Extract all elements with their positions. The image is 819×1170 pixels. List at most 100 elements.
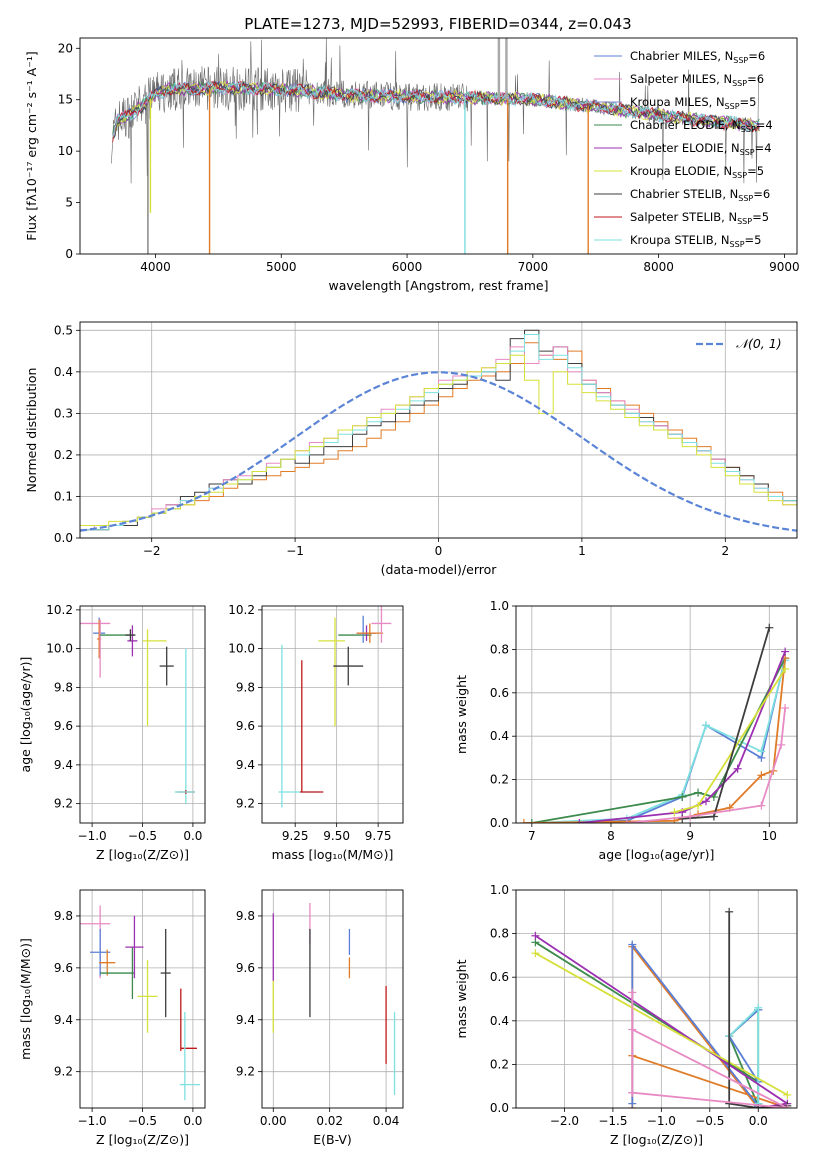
y-axis-label: mass [log₁₀(M/M⊙)] xyxy=(18,938,33,1060)
legend-label-name: Salpeter ELODIE, N xyxy=(630,141,740,155)
y-tick-label: 10.0 xyxy=(46,642,73,656)
panel-spectrum: 4000 5000 6000 7000 8000 9000 0 5 10 15 20 waveleng… xyxy=(24,37,800,293)
y-tick-label: 9.4 xyxy=(236,758,255,772)
axes-frame xyxy=(261,605,404,824)
legend-label-tail: =5 xyxy=(745,233,762,247)
y-tick-label: 1.0 xyxy=(490,883,509,897)
y-tick-label: 0.2 xyxy=(54,448,73,462)
x-tick-label: 0.02 xyxy=(316,1114,343,1128)
y-tick-label: 9.2 xyxy=(54,1065,73,1079)
legend-label-name: Salpeter STELIB, N xyxy=(630,210,737,224)
panel-age-vs-Z: −1.0 −0.5 0.0 9.2 9.4 9.6 9.8 10.0 10.2 Z [log₁₀(… xyxy=(18,603,206,862)
y-tick-label: 9.4 xyxy=(54,758,73,772)
legend-label-tail: =5 xyxy=(747,164,764,178)
panel-mass-vs-Z: −1.0 −0.5 0.0 9.2 9.4 9.6 9.8 Z [log₁₀(Z/Z⊙)] ma… xyxy=(18,889,206,1147)
axes-frame xyxy=(261,889,404,1109)
x-tick-label: 4000 xyxy=(140,260,171,274)
legend-label-sub: SSP xyxy=(740,148,755,157)
x-tick-label: 9.25 xyxy=(282,829,309,843)
axes-frame xyxy=(79,37,798,255)
y-tick-label: 0.8 xyxy=(490,642,509,656)
legend-label: Chabrier ELODIE, NSSP=4 xyxy=(630,118,773,134)
legend-label: Salpeter STELIB, NSSP=5 xyxy=(630,210,769,226)
y-tick-label: 9.8 xyxy=(54,680,73,694)
mass-weight-line xyxy=(631,992,788,1108)
errorbar-point xyxy=(125,915,144,979)
plot-area xyxy=(272,902,396,1096)
legend-label-tail: =6 xyxy=(753,187,770,201)
model-spectrum-line xyxy=(112,80,760,143)
panel-massweight-vs-age: 7 8 9 10 0.0 0.2 0.4 0.6 0.8 1.0 age [log₁₀(age/yr… xyxy=(454,599,798,862)
x-tick-label: 0 xyxy=(435,544,443,558)
errorbar-point xyxy=(127,625,138,657)
x-tick-label: 1 xyxy=(578,544,586,558)
plot-area xyxy=(278,606,392,808)
y-tick-label: 10.2 xyxy=(228,603,255,617)
y-tick-label: 5 xyxy=(65,196,73,210)
y-tick-label: 9.2 xyxy=(236,797,255,811)
x-axis-label: wavelength [Angstrom, rest frame] xyxy=(328,278,548,293)
mass-weight-line xyxy=(531,660,786,823)
legend-label: Kroupa ELODIE, NSSP=5 xyxy=(630,164,764,180)
legend-label: 𝒩(0, 1) xyxy=(736,336,782,351)
y-tick-label: 9.6 xyxy=(54,719,73,733)
x-tick-label: −1.0 xyxy=(78,1114,107,1128)
y-tick-label: 0.1 xyxy=(54,489,73,503)
legend-label-sub: SSP xyxy=(725,102,740,111)
panel-age-vs-mass: 9.25 9.50 9.75 9.2 9.4 9.6 9.8 10.0 10.2 mass [lo… xyxy=(228,603,404,862)
y-axis-label: mass weight xyxy=(454,959,469,1038)
legend-label-sub: SSP xyxy=(733,56,748,65)
y-tick-label: 0.0 xyxy=(490,1101,509,1115)
x-tick-label: −0.5 xyxy=(128,1114,157,1128)
x-axis-label: (data-model)/error xyxy=(381,562,498,577)
panel-massweight-vs-Z: −2.0 −1.5 −1.0 −0.5 0.0 0.0 0.2 0.4 0.6 0.8 1.0 Z [… xyxy=(454,883,798,1147)
legend-label: Salpeter MILES, NSSP=6 xyxy=(630,72,764,88)
y-tick-label: 0.6 xyxy=(490,686,509,700)
x-tick-label: 0.0 xyxy=(749,1114,768,1128)
x-tick-label: 8 xyxy=(607,829,615,843)
y-axis-label: age [log₁₀(age/yr)] xyxy=(18,657,33,773)
x-tick-label: −1.0 xyxy=(647,1114,676,1128)
y-tick-label: 10.2 xyxy=(46,603,73,617)
y-tick-label: 15 xyxy=(58,93,73,107)
errorbar-point xyxy=(137,960,158,1033)
errorbar-point xyxy=(160,928,171,1018)
x-tick-label: −1.0 xyxy=(78,829,107,843)
y-tick-label: 9.4 xyxy=(54,1013,73,1027)
axes-frame xyxy=(515,605,798,824)
y-axis-label: Flux [fλ10⁻¹⁷ erg cm⁻² s⁻¹ A⁻¹] xyxy=(24,51,39,240)
legend-label: Kroupa STELIB, NSSP=5 xyxy=(630,233,761,249)
errorbar-point xyxy=(159,646,174,686)
y-tick-label: 10 xyxy=(58,144,73,158)
model-spectrum-line xyxy=(112,81,760,138)
y-tick-label: 9.8 xyxy=(54,909,73,923)
legend-label-name: Kroupa MILES, N xyxy=(630,95,725,109)
mass-weight-line xyxy=(534,952,788,1096)
x-tick-label: 9000 xyxy=(769,260,800,274)
legend-label-name: Salpeter MILES, N xyxy=(630,72,732,86)
y-tick-label: 9.2 xyxy=(54,797,73,811)
y-axis-label: mass weight xyxy=(454,675,469,754)
x-tick-label: 10 xyxy=(762,829,777,843)
x-tick-label: 9.75 xyxy=(365,829,392,843)
plot-area xyxy=(111,38,760,254)
y-tick-label: 20 xyxy=(58,41,73,55)
errorbar-point xyxy=(125,629,136,641)
x-tick-label: 0.0 xyxy=(183,829,202,843)
x-axis-label: E(B-V) xyxy=(313,1132,352,1147)
mass-weight-line xyxy=(534,941,760,1107)
axes-frame xyxy=(79,605,206,824)
legend-label-tail: =6 xyxy=(747,72,764,86)
axes-frame xyxy=(79,889,206,1109)
x-axis-label: age [log₁₀(age/yr)] xyxy=(599,847,715,862)
y-tick-label: 0.0 xyxy=(54,531,73,545)
y-tick-label: 0.2 xyxy=(490,773,509,787)
legend-label: Chabrier STELIB, NSSP=6 xyxy=(630,187,770,203)
x-axis-label: mass [log₁₀(M/M⊙)] xyxy=(272,847,394,862)
x-tick-label: −2.0 xyxy=(550,1114,579,1128)
y-tick-label: 0.4 xyxy=(490,729,509,743)
x-tick-label: 9 xyxy=(686,829,694,843)
y-tick-label: 9.8 xyxy=(236,680,255,694)
legend-label-sub: SSP xyxy=(732,79,747,88)
